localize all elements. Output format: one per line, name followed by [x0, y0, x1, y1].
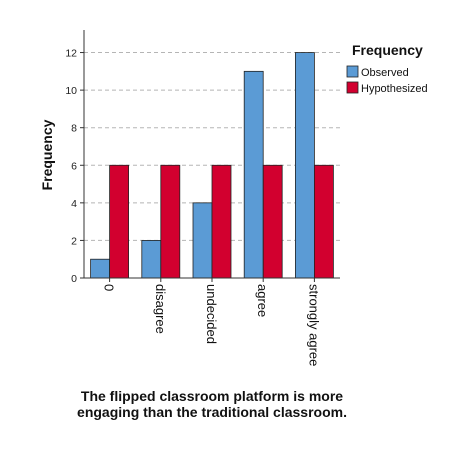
bar-hypothesized-disagree [160, 164, 181, 279]
bar-observed-disagree [141, 240, 162, 279]
y-tick-label: 12 [65, 48, 77, 60]
legend-label-observed: Observed [361, 67, 409, 79]
bars [90, 52, 334, 279]
bar-observed-0 [90, 258, 110, 279]
bar-hypothesized-strongly-agree [313, 164, 334, 279]
legend: Frequency Observed Hypothesized [346, 42, 428, 95]
y-tick-label: 10 [65, 85, 77, 97]
y-tick-label: 4 [71, 198, 77, 210]
legend-swatch-hypothesized [346, 81, 359, 94]
x-category-label: strongly agree [306, 284, 321, 366]
bar-observed-strongly-agree [294, 52, 315, 279]
x-axis-categories: 0 disagree undecided agree strongly agree [102, 278, 321, 366]
bar-hypothesized-undecided [211, 164, 232, 279]
x-category-label: 0 [102, 284, 117, 291]
legend-title: Frequency [352, 42, 423, 58]
x-category-label: undecided [204, 284, 219, 344]
legend-swatch-observed [346, 65, 359, 78]
bar-hypothesized-0 [109, 164, 129, 279]
y-tick-label: 6 [71, 160, 77, 172]
bar-hypothesized-agree [262, 164, 283, 279]
y-axis-ticks: 0 2 4 6 8 10 12 [65, 48, 84, 285]
y-tick-label: 8 [71, 123, 77, 135]
legend-label-hypothesized: Hypothesized [361, 83, 428, 95]
y-tick-label: 0 [71, 273, 77, 285]
x-category-label: disagree [153, 284, 168, 334]
bar-observed-undecided [192, 202, 213, 279]
y-tick-label: 2 [71, 235, 77, 247]
x-axis-title: The flipped classroom platform is more e… [77, 388, 347, 420]
x-category-label: agree [255, 284, 270, 317]
bar-observed-agree [243, 70, 264, 279]
y-axis-title: Frequency [39, 119, 55, 190]
